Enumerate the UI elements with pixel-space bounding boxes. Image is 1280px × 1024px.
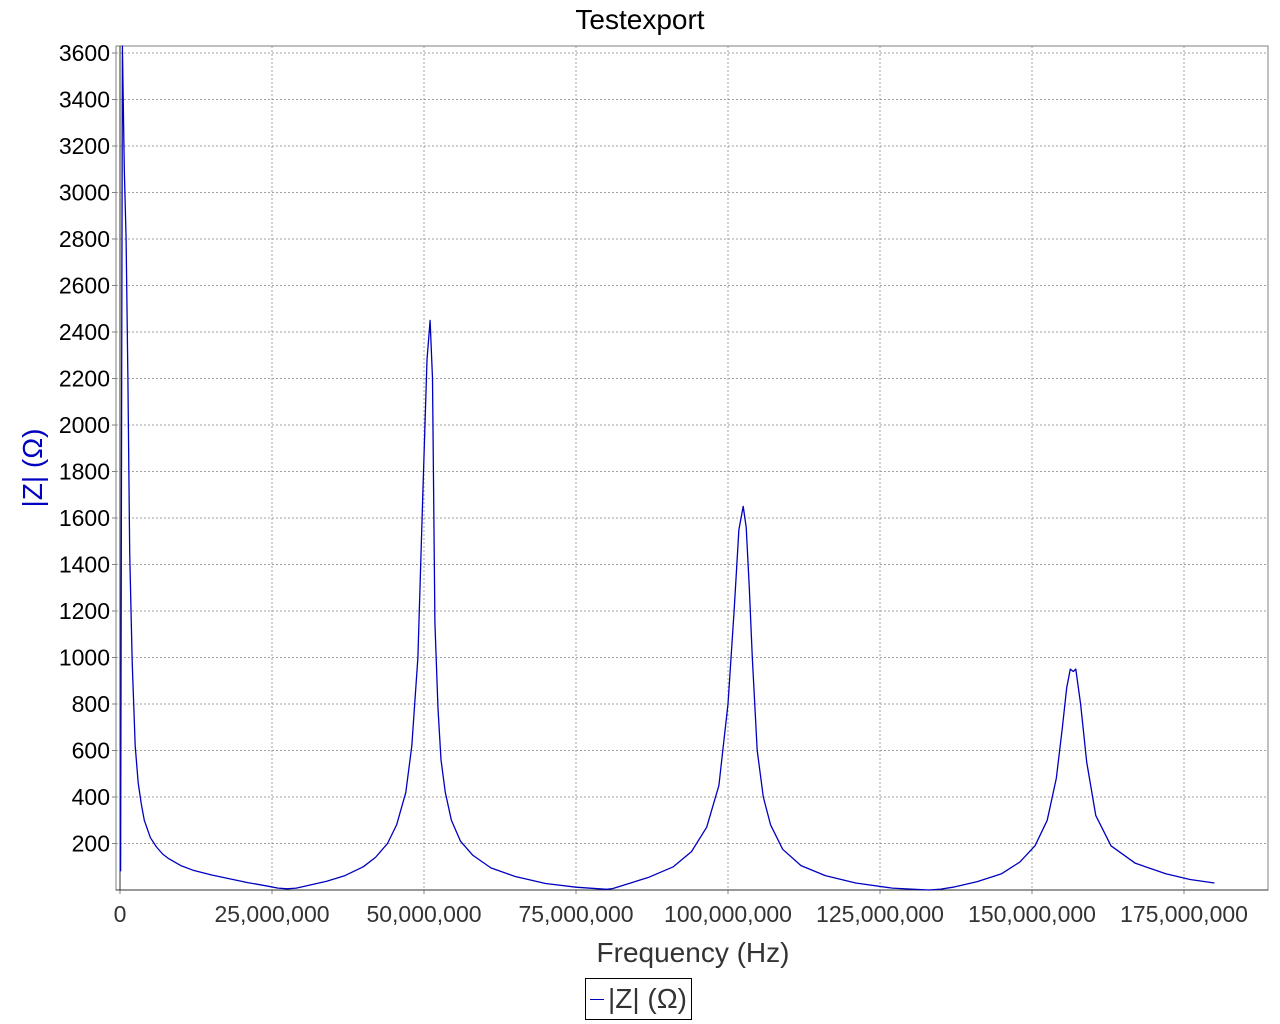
x-tick-label: 75,000,000 <box>518 901 633 927</box>
y-tick-label: 1200 <box>59 598 110 624</box>
x-tick-label: 125,000,000 <box>816 901 944 927</box>
y-tick-label: 2600 <box>59 273 110 299</box>
y-tick-labels: 200 400 600 800 1000 1200 1400 1600 1800 2000 2200… <box>59 40 110 857</box>
y-tick-label: 3000 <box>59 180 110 206</box>
x-tick-label: 175,000,000 <box>1120 901 1248 927</box>
x-tick-label: 0 <box>114 901 127 927</box>
y-tick-label: 2400 <box>59 319 110 345</box>
legend-label: |Z| (Ω) <box>608 983 688 1014</box>
y-tick-label: 600 <box>72 738 110 764</box>
grid-layer <box>112 46 1268 894</box>
x-tick-labels: 0 25,000,000 50,000,000 75,000,000 100,000,0… <box>114 901 1248 927</box>
series-line-impedance <box>119 45 1215 891</box>
x-tick-label: 100,000,000 <box>664 901 792 927</box>
plot-frame <box>115 45 1269 891</box>
y-axis-label: |Z| (Ω) <box>17 428 48 507</box>
y-tick-label: 800 <box>72 691 110 717</box>
x-tick-label: 150,000,000 <box>968 901 1096 927</box>
y-tick-label: 3400 <box>59 87 110 113</box>
y-tick-label: 2800 <box>59 226 110 252</box>
x-axis-label: Frequency (Hz) <box>597 937 790 968</box>
y-tick-label: 3200 <box>59 133 110 159</box>
legend: |Z| (Ω) <box>585 978 693 1020</box>
x-tick-label: 50,000,000 <box>366 901 481 927</box>
y-tick-label: 3600 <box>59 40 110 66</box>
y-tick-label: 2000 <box>59 412 110 438</box>
y-tick-label: 200 <box>72 831 110 857</box>
y-tick-label: 1800 <box>59 459 110 485</box>
y-tick-label: 400 <box>72 784 110 810</box>
y-tick-label: 1000 <box>59 645 110 671</box>
y-tick-label: 1400 <box>59 552 110 578</box>
y-tick-label: 1600 <box>59 505 110 531</box>
chart-title: Testexport <box>575 4 705 35</box>
legend-swatch <box>590 998 604 1000</box>
y-tick-label: 2200 <box>59 366 110 392</box>
x-tick-label: 25,000,000 <box>214 901 329 927</box>
